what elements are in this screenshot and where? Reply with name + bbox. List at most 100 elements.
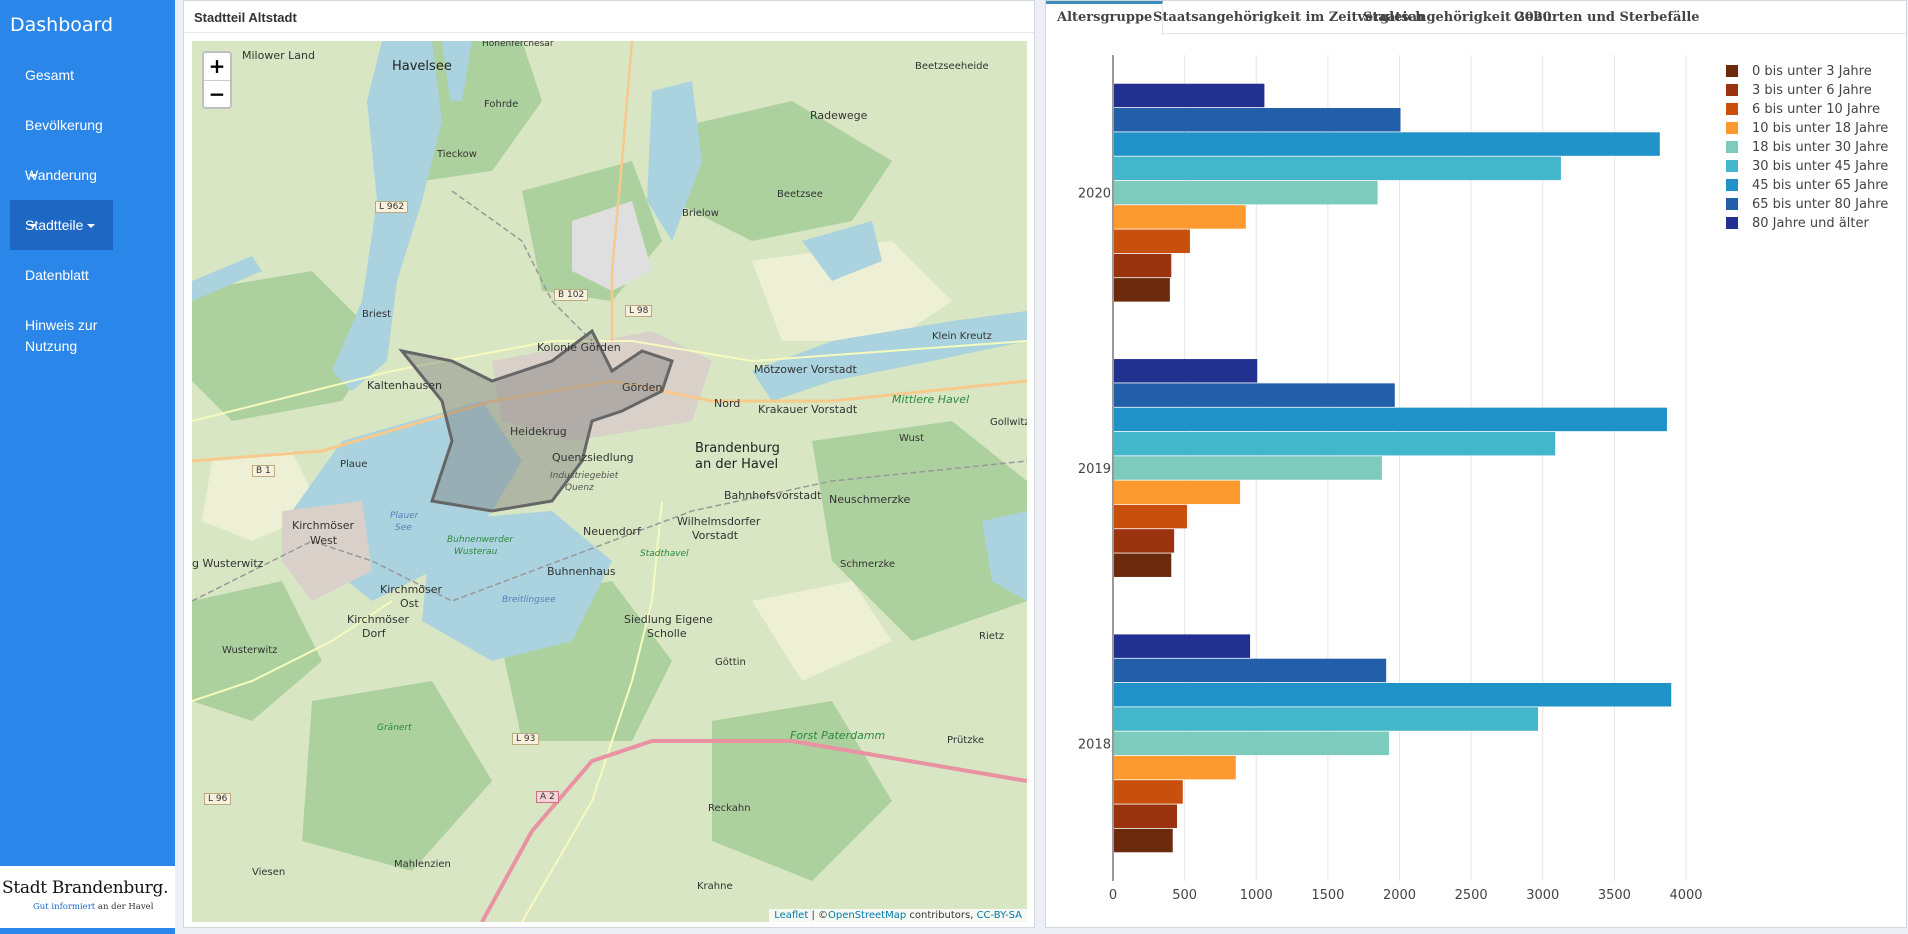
map-label: Havelsee — [392, 59, 452, 74]
legend-swatch[interactable] — [1726, 141, 1738, 153]
bar[interactable] — [1114, 634, 1251, 658]
leaflet-map[interactable]: + − Milower Land Havelsee Hohenferchesar… — [192, 41, 1027, 922]
legend-label[interactable]: 10 bis unter 18 Jahre — [1752, 121, 1888, 136]
map-panel-title: Stadtteil Altstadt — [184, 1, 1034, 33]
legend-label[interactable]: 80 Jahre und älter — [1752, 216, 1869, 231]
map-label: Tieckow — [437, 149, 477, 160]
map-label: See — [395, 523, 412, 533]
x-tick-label: 2500 — [1455, 888, 1488, 903]
sidebar-item-gesamt[interactable]: Gesamt — [10, 50, 113, 100]
dashboard-title[interactable]: Dashboard — [10, 14, 114, 36]
bar[interactable] — [1114, 456, 1382, 480]
bar[interactable] — [1114, 804, 1178, 828]
bar[interactable] — [1114, 132, 1660, 156]
bar[interactable] — [1114, 731, 1390, 756]
bar[interactable] — [1114, 529, 1175, 553]
bar[interactable] — [1114, 755, 1236, 780]
bar[interactable] — [1114, 253, 1172, 278]
map-label: Fohrde — [484, 99, 519, 110]
bar[interactable] — [1114, 658, 1387, 683]
legend-label[interactable]: 6 bis unter 10 Jahre — [1752, 102, 1880, 117]
legend-swatch[interactable] — [1726, 84, 1738, 96]
road-label: L 93 — [512, 733, 540, 745]
map-attribution: Leaflet | ©OpenStreetMap contributors, C… — [769, 909, 1027, 922]
leaflet-link[interactable]: Leaflet — [774, 910, 809, 921]
map-label: Buhnenhaus — [547, 565, 616, 578]
legend-swatch[interactable] — [1726, 65, 1738, 77]
bar[interactable] — [1114, 359, 1258, 383]
bar[interactable] — [1114, 407, 1667, 432]
legend-swatch[interactable] — [1726, 217, 1738, 229]
caret-down-icon — [29, 174, 37, 179]
bar[interactable] — [1114, 156, 1561, 181]
legend-swatch[interactable] — [1726, 179, 1738, 191]
zoom-control: + − — [202, 51, 232, 109]
sidebar-item-hinweis[interactable]: Hinweis zur Nutzung — [10, 300, 150, 367]
y-category-label: 2019 — [1078, 462, 1111, 477]
map-label: Radewege — [810, 109, 868, 122]
sidebar-item-stadtteile[interactable]: Stadtteile — [10, 200, 113, 250]
map-label: Rietz — [979, 631, 1005, 642]
map-label: Schmerzke — [840, 559, 896, 570]
tab-staatsangehoerigkeit-2020[interactable]: Staatsangehörigkeit 2020 — [1363, 10, 1552, 25]
legend-swatch[interactable] — [1726, 122, 1738, 134]
legend-label[interactable]: 3 bis unter 6 Jahre — [1752, 83, 1872, 98]
legend-label[interactable]: 65 bis unter 80 Jahre — [1752, 197, 1888, 212]
bar[interactable] — [1114, 383, 1395, 407]
legend-swatch[interactable] — [1726, 160, 1738, 172]
bar[interactable] — [1114, 229, 1190, 254]
tab-staatsangehoerigkeit-zeitvergleich[interactable]: Staatsangehörigkeit im Zeitvergleich — [1153, 10, 1425, 25]
map-label: Mittlere Havel — [892, 393, 970, 406]
legend-label[interactable]: 18 bis unter 30 Jahre — [1752, 140, 1888, 155]
bar[interactable] — [1114, 780, 1183, 804]
legend-label[interactable]: 0 bis unter 3 Jahre — [1752, 64, 1872, 79]
map-label: Kolonie Görden — [537, 341, 621, 354]
bar[interactable] — [1114, 83, 1265, 108]
sidebar-item-bevoelkerung[interactable]: Bevölkerung — [10, 100, 113, 179]
tab-altersgruppe[interactable]: Altersgruppe — [1046, 1, 1164, 35]
road-label: A 2 — [536, 791, 559, 803]
sidebar-item-datenblatt[interactable]: Datenblatt — [10, 250, 113, 300]
map-label: Brandenburg — [695, 441, 780, 456]
bar[interactable] — [1114, 278, 1170, 302]
bar[interactable] — [1114, 431, 1556, 456]
map-label: Stadthavel — [640, 549, 689, 559]
map-label: Bahnhofsvorstadt — [724, 489, 822, 502]
map-panel: Stadtteil Altstadt — [183, 0, 1035, 928]
map-label: Mahlenzien — [394, 859, 451, 870]
bar[interactable] — [1114, 480, 1241, 505]
bar[interactable] — [1114, 682, 1672, 707]
bar[interactable] — [1114, 553, 1172, 577]
osm-link[interactable]: OpenStreetMap — [828, 910, 907, 921]
map-label: Reckahn — [708, 803, 751, 814]
map-tiles[interactable] — [192, 41, 1027, 922]
license-link[interactable]: CC-BY-SA — [976, 910, 1022, 921]
bar[interactable] — [1114, 707, 1539, 731]
legend-swatch[interactable] — [1726, 198, 1738, 210]
bar[interactable] — [1114, 180, 1378, 205]
map-label: Heidekrug — [510, 425, 567, 438]
legend-label[interactable]: 30 bis unter 45 Jahre — [1752, 159, 1888, 174]
sidebar-item-label: Gesamt — [25, 67, 75, 83]
zoom-out-button[interactable]: − — [204, 80, 230, 107]
map-label: West — [310, 534, 338, 547]
bar[interactable] — [1114, 108, 1401, 132]
map-label: an der Havel — [695, 457, 779, 472]
bar[interactable] — [1114, 205, 1246, 229]
tab-geburten-sterbefaelle[interactable]: Geburten und Sterbefälle — [1514, 10, 1700, 25]
attribution-sep: | © — [808, 910, 828, 921]
legend-label[interactable]: 45 bis unter 65 Jahre — [1752, 178, 1888, 193]
map-label: Kirchmöser — [380, 583, 443, 596]
bar[interactable] — [1114, 504, 1188, 529]
bar[interactable] — [1114, 828, 1173, 853]
sidebar-item-wanderung[interactable]: Wanderung — [10, 150, 113, 229]
road-label: B 1 — [252, 465, 275, 477]
x-tick-label: 3000 — [1526, 888, 1559, 903]
zoom-in-button[interactable]: + — [208, 54, 226, 78]
map-label: Gränert — [377, 723, 412, 733]
legend-swatch[interactable] — [1726, 103, 1738, 115]
x-tick-label: 0 — [1109, 888, 1117, 903]
map-label: Gollwitz — [990, 417, 1027, 428]
map-label: Hohenferchesar — [482, 41, 554, 49]
sidebar-item-label: Bevölkerung — [25, 117, 103, 133]
